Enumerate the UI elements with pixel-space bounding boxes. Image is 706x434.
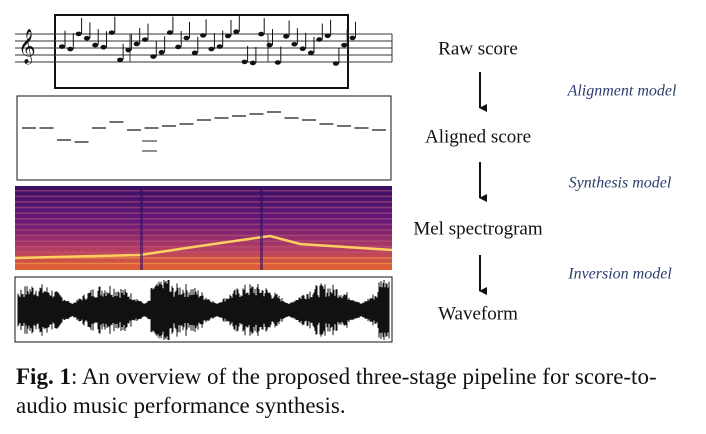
decoration	[241, 59, 248, 65]
decoration	[15, 190, 392, 192]
model-label: Synthesis model	[569, 175, 672, 192]
decoration	[233, 29, 240, 35]
aligned-score-image	[16, 95, 392, 181]
decoration	[299, 46, 306, 52]
decoration	[92, 42, 99, 48]
decoration	[332, 61, 339, 66]
decoration	[15, 257, 392, 259]
decoration	[150, 54, 157, 59]
decoration	[75, 31, 82, 37]
model-label: Inversion model	[567, 266, 672, 283]
decoration	[15, 218, 392, 220]
decoration	[316, 37, 323, 42]
decoration	[15, 229, 392, 231]
decoration	[15, 223, 392, 226]
decoration	[266, 42, 273, 48]
decoration	[283, 34, 290, 39]
decoration	[15, 251, 392, 254]
decoration	[15, 240, 392, 242]
stage-label: Mel spectrogram	[413, 218, 542, 239]
decoration	[260, 186, 263, 270]
decoration	[15, 201, 392, 203]
decoration	[183, 35, 190, 41]
decoration	[200, 33, 207, 38]
decoration	[341, 42, 348, 48]
decoration	[208, 46, 215, 52]
decoration	[100, 44, 107, 50]
decoration	[258, 31, 265, 37]
raw-score-image: 𝄞	[15, 14, 393, 89]
caption-text: : An overview of the proposed three-stag…	[16, 364, 657, 418]
decoration	[225, 33, 231, 39]
decoration	[83, 35, 90, 41]
decoration	[15, 262, 392, 265]
waveform-image	[14, 276, 393, 343]
spectrogram-image	[14, 186, 393, 270]
decoration	[15, 212, 392, 214]
caption: Fig. 1: An overview of the proposed thre…	[16, 362, 696, 420]
decoration	[291, 41, 298, 47]
decoration	[216, 44, 223, 49]
decoration	[117, 57, 124, 63]
decoration	[108, 30, 115, 35]
model-label: Alignment model	[567, 83, 677, 100]
caption-label: Fig. 1	[16, 364, 71, 389]
decoration	[324, 33, 331, 39]
stage-label: Raw score	[438, 38, 518, 59]
decoration	[274, 60, 281, 65]
decoration	[158, 50, 165, 55]
stage-label: Waveform	[438, 303, 518, 324]
decoration	[133, 41, 140, 47]
decoration	[15, 234, 392, 237]
decoration	[125, 47, 132, 53]
decoration	[14, 234, 393, 260]
decoration	[349, 35, 356, 41]
decoration	[142, 37, 148, 42]
decoration	[249, 60, 256, 66]
decoration	[308, 50, 314, 56]
decoration	[67, 46, 74, 52]
decoration	[175, 44, 182, 50]
decoration	[15, 206, 392, 209]
figure: 𝄞 Raw score Alignment model Aligned scor…	[14, 14, 677, 343]
decoration	[166, 30, 173, 35]
decoration	[140, 186, 143, 270]
decoration	[59, 44, 65, 49]
decoration: 𝄞	[18, 29, 36, 65]
decoration	[17, 280, 390, 340]
decoration	[15, 195, 392, 198]
stage-label: Aligned score	[425, 126, 531, 147]
decoration	[191, 50, 198, 56]
